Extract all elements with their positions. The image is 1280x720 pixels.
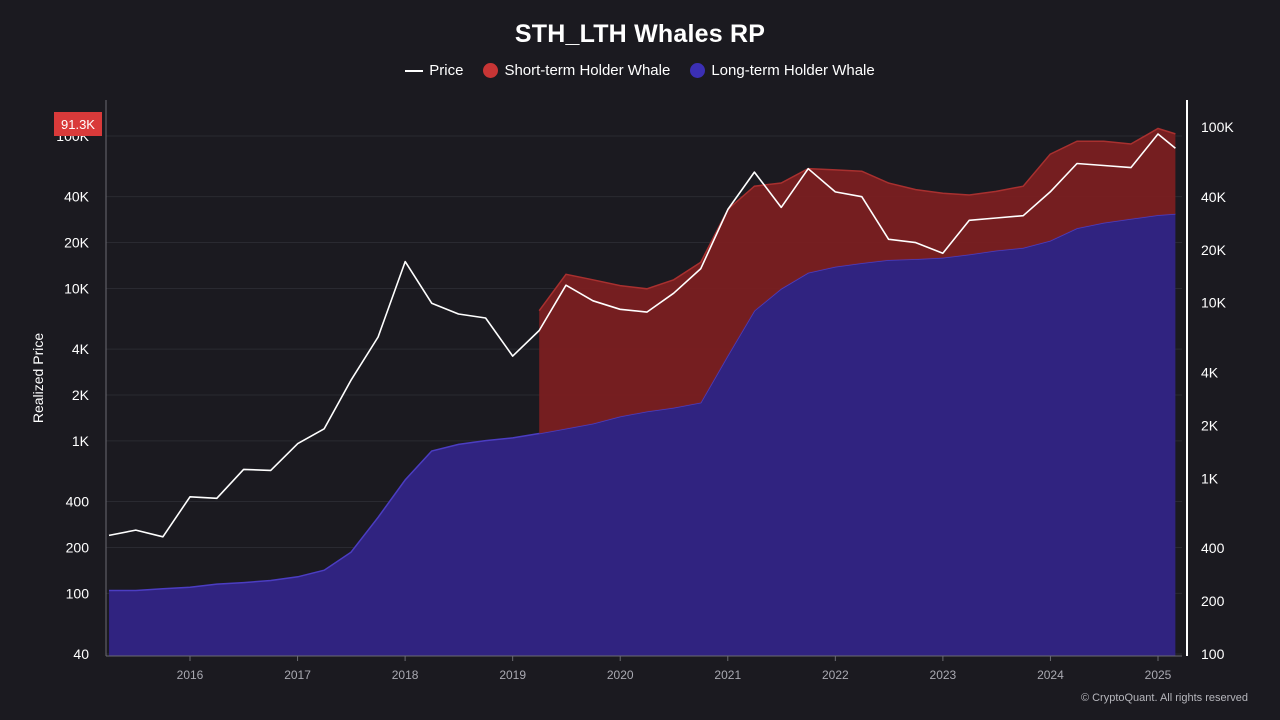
x-tick-label: 2020 [607,668,634,682]
right-tick-label: 40K [1201,189,1227,205]
chart-title: STH_LTH Whales RP [514,20,766,48]
x-tick-label: 2025 [1145,668,1172,682]
right-tick-label: 100 [1201,646,1225,662]
price-line-icon [405,69,424,72]
last-value-badge: 91.3K [54,112,102,136]
right-tick-label: 20K [1201,242,1227,258]
tick-labels: 40 100 200 400 1K 2K 4K 10K 20K 40K 100K 100 200 400 1… [56,119,1234,682]
right-tick-label: 400 [1201,540,1225,556]
right-tick-label: 10K [1201,295,1227,311]
x-tick-label: 2023 [930,668,957,682]
left-tick-label: 100 [66,585,90,601]
lth-dot-icon [690,63,706,78]
lth-area-fill [109,213,1176,656]
sth-area [538,127,1176,434]
price-series-line [108,133,1176,538]
left-tick-label: 4K [72,341,90,357]
x-tick-label: 2022 [822,668,849,682]
left-tick-label: 20K [64,235,90,251]
x-tick-label: 2017 [284,668,311,682]
legend: Price Short-term Holder Whale Long-term … [0,62,1280,79]
right-tick-label: 2K [1201,417,1219,433]
left-tick-label: 40K [64,189,90,205]
x-tick-label: 2016 [177,668,204,682]
left-tick-label: 40 [73,646,89,662]
left-tick-label: 2K [72,387,90,403]
x-tick-label: 2018 [392,668,419,682]
x-tick-label: 2024 [1037,668,1064,682]
legend-item-lth[interactable]: Long-term Holder Whale [690,62,875,79]
legend-item-sth[interactable]: Short-term Holder Whale [483,62,670,79]
copyright-text: © CryptoQuant. All rights reserved [1080,692,1248,704]
left-tick-label: 400 [66,494,90,510]
legend-lth-label: Long-term Holder Whale [711,62,875,79]
right-tick-label: 100K [1201,119,1234,135]
sth-dot-icon [483,63,499,78]
left-tick-label: 200 [66,539,90,555]
legend-price-label: Price [429,62,464,79]
y-axis-label: Realized Price [30,332,46,424]
legend-item-price[interactable]: Price [405,62,463,79]
axes [105,100,1188,657]
lth-area [109,213,1176,656]
sth-edge-line [538,127,1176,312]
right-tick-label: 200 [1201,593,1225,609]
left-tick-label: 10K [64,280,90,296]
price-line [108,133,1176,538]
x-tick-label: 2019 [499,668,526,682]
x-tick-label: 2021 [714,668,741,682]
left-tick-label: 1K [72,433,90,449]
sth-area-fill [539,128,1176,434]
right-tick-label: 1K [1201,470,1219,486]
right-tick-label: 4K [1201,365,1219,381]
legend-sth-label: Short-term Holder Whale [504,62,671,79]
